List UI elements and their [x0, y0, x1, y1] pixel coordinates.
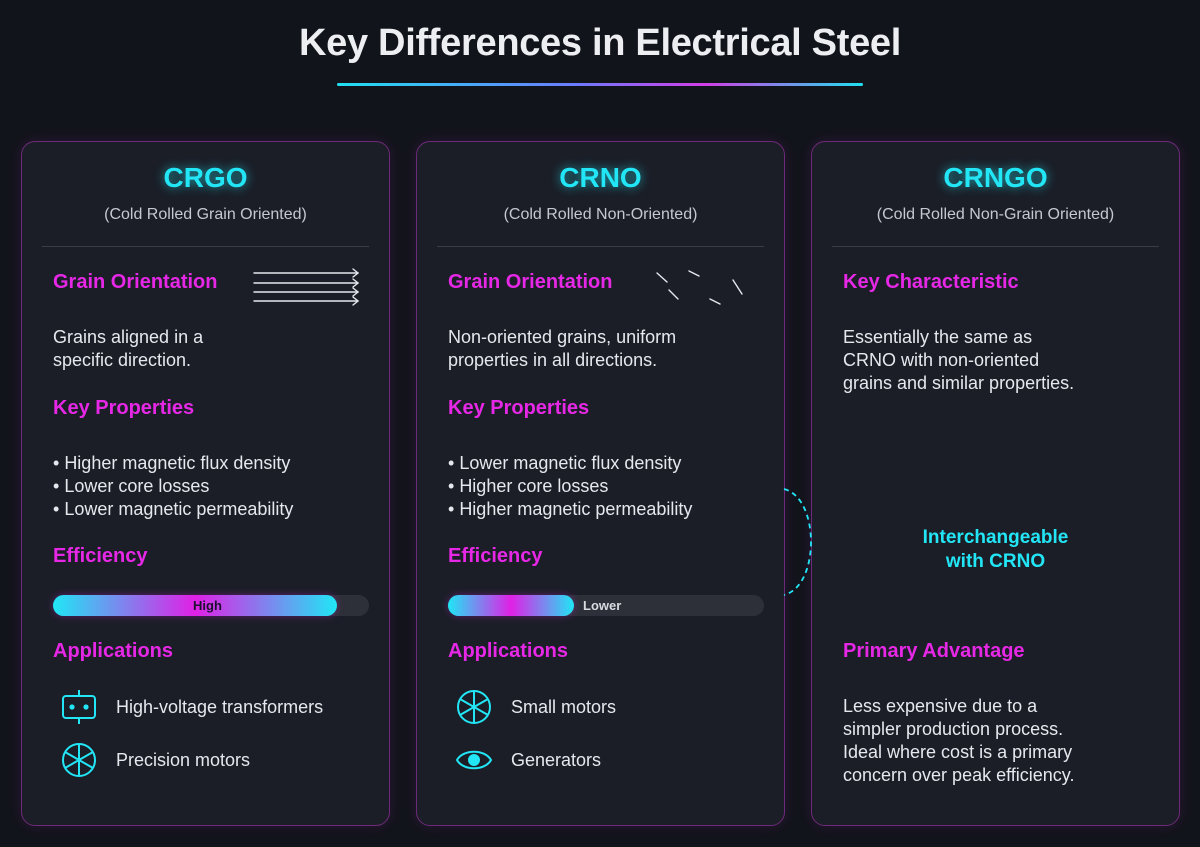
efficiency-bar-fill	[53, 595, 338, 616]
random-grains-icon	[656, 270, 743, 305]
card-title: CRNO	[559, 162, 642, 193]
key-properties-heading: Key Properties	[448, 397, 590, 419]
transformer-icon	[62, 690, 96, 724]
interchangeable-callout: Interchangeable with CRNO	[922, 527, 1069, 572]
key-properties-list: Higher magnetic flux density Lower core …	[53, 452, 293, 521]
grain-orientation-text: Non-oriented grains, uniform properties …	[448, 327, 677, 370]
grain-orientation-heading: Grain Orientation	[53, 271, 218, 293]
interchangeable-connector	[783, 488, 812, 596]
efficiency-bar: High	[53, 595, 369, 616]
motor-icon	[457, 690, 491, 724]
primary-advantage-text: Less expensive due to a simpler producti…	[843, 696, 1075, 785]
key-properties-list: Lower magnetic flux density Higher core …	[448, 452, 692, 521]
list-item: Lower core losses	[53, 475, 293, 498]
generator-icon	[455, 750, 493, 770]
efficiency-label: High	[193, 598, 222, 613]
card-divider	[42, 246, 369, 247]
grain-orientation-text: Grains aligned in a specific direction.	[53, 327, 204, 370]
card-divider	[437, 246, 764, 247]
application-label: Small motors	[511, 697, 617, 717]
card-subtitle: (Cold Rolled Non-Grain Oriented)	[876, 206, 1115, 223]
motor-icon	[62, 743, 96, 777]
card-divider	[832, 246, 1159, 247]
card-crngo: CRNGO (Cold Rolled Non-Grain Oriented) K…	[811, 141, 1180, 826]
key-properties-heading: Key Properties	[53, 397, 195, 419]
efficiency-heading: Efficiency	[53, 545, 148, 567]
list-item: Higher magnetic permeability	[448, 498, 692, 521]
card-crno: CRNO (Cold Rolled Non-Oriented) Grain Or…	[416, 141, 785, 826]
application-label: Generators	[511, 750, 602, 770]
key-characteristic-text: Essentially the same as CRNO with non-or…	[843, 327, 1075, 393]
efficiency-bar-fill	[448, 595, 575, 616]
list-item: Higher magnetic flux density	[53, 452, 293, 475]
applications-heading: Applications	[448, 640, 569, 662]
primary-advantage-heading: Primary Advantage	[843, 640, 1025, 662]
card-title: CRGO	[163, 162, 248, 193]
title-underline	[337, 83, 863, 86]
application-label: Precision motors	[116, 750, 251, 770]
card-title: CRNGO	[943, 162, 1048, 193]
efficiency-heading: Efficiency	[448, 545, 543, 567]
card-subtitle: (Cold Rolled Non-Oriented)	[503, 206, 698, 223]
page-title: Key Differences in Electrical Steel	[298, 22, 901, 64]
list-item: Higher core losses	[448, 475, 692, 498]
list-item: Lower magnetic flux density	[448, 452, 692, 475]
applications-heading: Applications	[53, 640, 174, 662]
efficiency-label: Lower	[583, 598, 622, 613]
application-label: High-voltage transformers	[116, 697, 324, 717]
grain-orientation-heading: Grain Orientation	[448, 271, 613, 293]
aligned-arrows-icon	[253, 268, 360, 306]
efficiency-bar: Lower	[448, 595, 764, 616]
card-crgo: CRGO (Cold Rolled Grain Oriented) Grain …	[21, 141, 390, 826]
list-item: Lower magnetic permeability	[53, 498, 293, 521]
card-subtitle: (Cold Rolled Grain Oriented)	[104, 206, 307, 223]
key-characteristic-heading: Key Characteristic	[843, 271, 1019, 293]
